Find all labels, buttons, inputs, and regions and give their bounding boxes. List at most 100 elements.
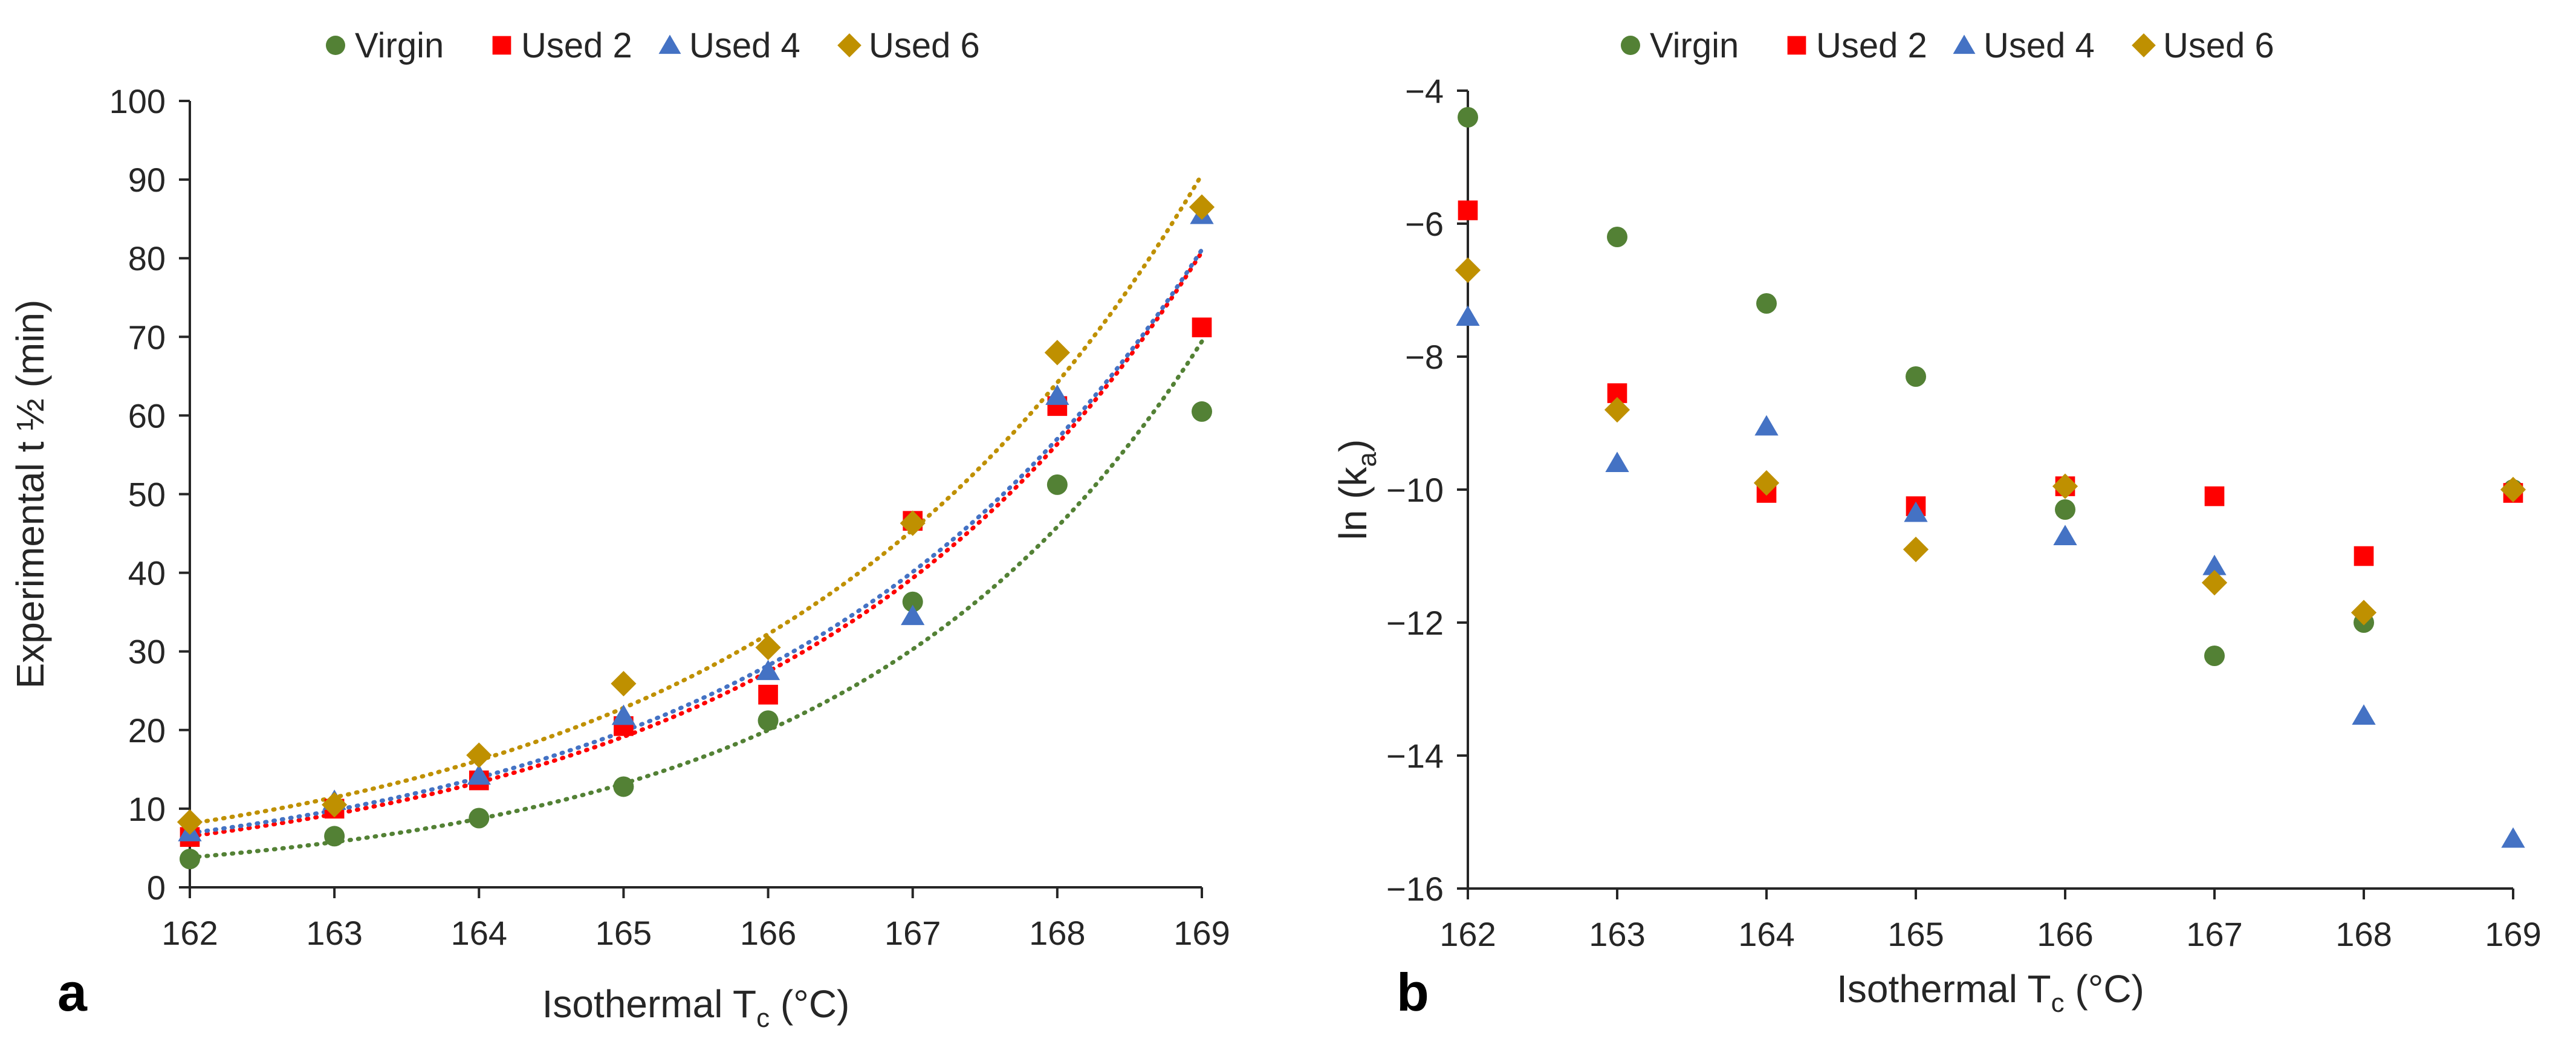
x-tick-label: 162 <box>161 914 218 952</box>
data-point <box>1455 257 1481 283</box>
legend-label: Used 2 <box>1816 26 1927 65</box>
data-point <box>611 670 637 697</box>
data-point <box>466 742 492 768</box>
y-tick-label: 60 <box>128 397 166 435</box>
data-point <box>322 792 348 818</box>
data-point <box>467 764 491 785</box>
data-point <box>755 635 781 661</box>
y-axis-title: ln (ka) <box>1331 439 1382 540</box>
legend-label: Used 6 <box>869 26 980 65</box>
x-tick-label: 168 <box>2335 915 2392 953</box>
data-point <box>902 591 923 612</box>
data-point <box>1605 452 1629 472</box>
data-point <box>1604 397 1630 423</box>
legend-marker <box>837 33 861 57</box>
legend-marker <box>1953 34 1976 54</box>
legend-item-used-2: Used 2 <box>492 26 632 65</box>
legend-marker <box>2132 33 2156 57</box>
data-point <box>1189 194 1215 220</box>
series-used-6 <box>1455 257 2526 626</box>
legend-item-used-2: Used 2 <box>1787 26 1927 65</box>
chart-panel-a: 162 163 164 165 166 167 168 169 0 10 20 30 40 50 60 70 8… <box>8 26 1230 1033</box>
y-tick-label: 40 <box>128 554 166 592</box>
y-tick-label: −6 <box>1405 205 1444 243</box>
data-point <box>1753 470 1780 496</box>
data-point <box>1045 384 1069 405</box>
x-tick-label: 167 <box>2186 915 2242 953</box>
data-point <box>1754 415 1779 436</box>
data-point <box>2352 704 2376 725</box>
y-tick-label: −16 <box>1386 870 1444 908</box>
legend-item-used-4: Used 4 <box>1953 26 2095 65</box>
legend-item-virgin: Virgin <box>326 26 444 65</box>
trendline-used-2 <box>187 250 1204 838</box>
series-used-4 <box>1456 305 2525 848</box>
trendline-used-6 <box>187 172 1204 826</box>
chart-panel-b: 162 163 164 165 166 167 168 169 −16 −14 −12 −10 −8 −6… <box>1331 26 2542 1022</box>
data-point <box>1458 200 1478 221</box>
data-point <box>1044 340 1070 366</box>
x-tick-label: 169 <box>1173 914 1230 952</box>
y-tick-label: −4 <box>1405 72 1444 110</box>
x-axis-title: Isothermal Tc (°C) <box>542 982 850 1033</box>
x-tick-label: 166 <box>2037 915 2093 953</box>
series-virgin <box>1458 107 2523 666</box>
data-point <box>469 808 490 829</box>
data-point <box>901 604 925 626</box>
x-tick-label: 166 <box>740 914 796 952</box>
data-point <box>2204 486 2225 507</box>
x-axis-title: Isothermal Tc (°C) <box>1837 967 2144 1018</box>
x-tick-label: 162 <box>1439 915 1496 953</box>
x-tick-label: 164 <box>1738 915 1794 953</box>
legend-label: Used 6 <box>2163 26 2274 65</box>
x-tick-label: 169 <box>2485 915 2541 953</box>
data-point <box>2204 646 2225 666</box>
data-point <box>2500 476 2526 503</box>
y-tick-label: 10 <box>128 790 166 828</box>
data-point <box>1903 536 1929 563</box>
y-tick-label: 90 <box>128 161 166 199</box>
data-point <box>756 659 780 681</box>
legend-marker <box>492 36 511 55</box>
legend-item-used-6: Used 6 <box>2132 26 2274 65</box>
series-used-2 <box>1458 200 2523 566</box>
legend-marker <box>1787 36 1806 55</box>
x-tick-label: 165 <box>1887 915 1944 953</box>
data-point <box>758 710 779 731</box>
y-tick-label: 0 <box>147 869 166 907</box>
y-tick-label: 70 <box>128 318 166 356</box>
data-point <box>2055 499 2075 520</box>
data-point <box>2201 569 2228 596</box>
series-virgin <box>180 401 1212 870</box>
data-point <box>613 776 634 797</box>
data-point <box>180 849 200 870</box>
data-point <box>1756 293 1777 314</box>
data-point <box>1906 366 1926 387</box>
legend-item-used-6: Used 6 <box>837 26 980 65</box>
y-tick-label: −10 <box>1386 471 1444 509</box>
x-tick-label: 163 <box>306 914 362 952</box>
data-point <box>1192 317 1212 338</box>
trendline-virgin <box>187 339 1204 860</box>
x-tick-label: 167 <box>884 914 941 952</box>
series-used-6 <box>177 194 1215 835</box>
y-tick-label: 100 <box>109 82 166 120</box>
data-point <box>1607 227 1627 247</box>
legend-label: Used 4 <box>1984 26 2095 65</box>
data-point <box>2052 473 2078 499</box>
y-tick-label: −12 <box>1386 604 1444 642</box>
y-tick-label: 20 <box>128 711 166 750</box>
panel-letter: b <box>1397 962 1429 1022</box>
y-tick-label: −8 <box>1405 338 1444 376</box>
panel-letter: a <box>57 962 88 1022</box>
data-point <box>1456 305 1480 326</box>
legend-marker <box>658 34 681 54</box>
y-tick-label: 30 <box>128 633 166 671</box>
data-point <box>1046 474 1068 495</box>
legend-label: Used 2 <box>521 26 632 65</box>
x-tick-label: 164 <box>451 914 507 952</box>
legend-label: Used 4 <box>689 26 800 65</box>
legend-marker <box>1621 36 1640 55</box>
data-point <box>2501 827 2525 848</box>
